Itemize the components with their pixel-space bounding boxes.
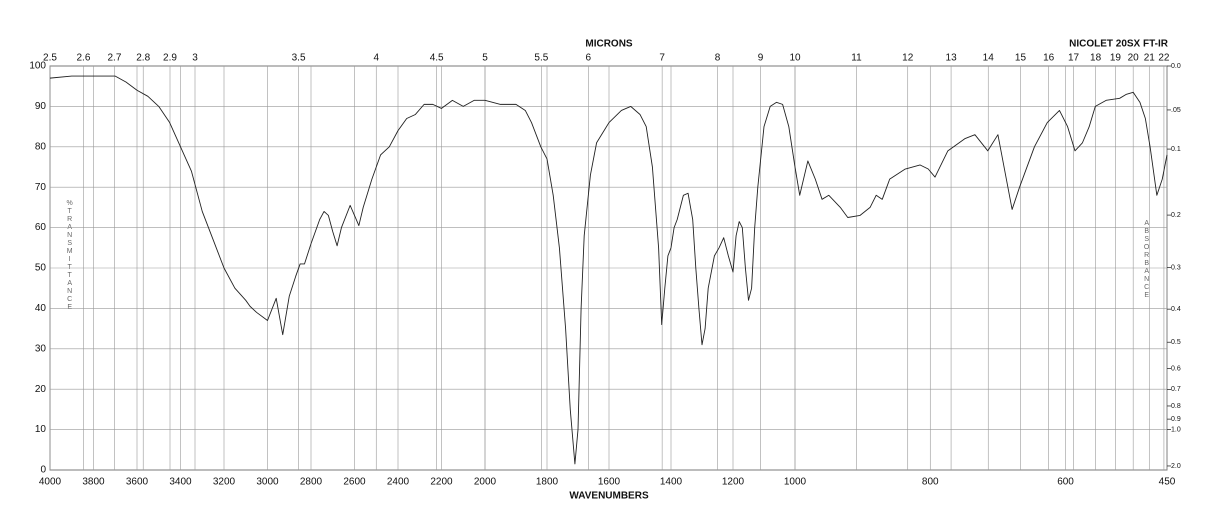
y2-tick-label: 0.5 — [1171, 339, 1181, 346]
x-tick-label: 2400 — [387, 477, 410, 488]
x2-axis-label: MICRONS — [585, 39, 633, 50]
x-tick-label: 800 — [922, 477, 939, 488]
x-tick-label: 450 — [1159, 477, 1176, 488]
y-tick-label: 70 — [35, 182, 47, 193]
x2-tick-label: 7 — [659, 53, 665, 64]
x2-tick-label: 10 — [789, 53, 801, 64]
spectrum-line — [49, 75, 1168, 465]
x2-tick-label: 19 — [1110, 53, 1122, 64]
x2-tick-label: 5 — [482, 53, 488, 64]
y2-tick-label: 2.0 — [1171, 463, 1181, 470]
x-tick-label: 1600 — [598, 477, 621, 488]
y2-axis-label: ABSORBANCE — [1143, 220, 1150, 300]
x-tick-label: 600 — [1057, 477, 1074, 488]
y-tick-label: 30 — [35, 343, 47, 354]
y2-tick-label: 0.3 — [1171, 264, 1181, 271]
y2-tick-label: .05 — [1171, 107, 1181, 114]
x2-tick-label: 13 — [946, 53, 958, 64]
y2-tick-label: 0.0 — [1171, 63, 1181, 70]
x-tick-label: 1800 — [536, 477, 559, 488]
x2-tick-label: 3 — [192, 53, 198, 64]
x-tick-label: 4000 — [39, 477, 62, 488]
x2-tick-label: 2.9 — [163, 53, 177, 64]
y-tick-label: 80 — [35, 141, 47, 152]
y2-tick-label: 0.9 — [1171, 416, 1181, 423]
y-tick-label: 90 — [35, 101, 47, 112]
y-tick-label: 40 — [35, 303, 47, 314]
x2-tick-label: 12 — [902, 53, 914, 64]
x-tick-label: 2800 — [300, 477, 323, 488]
y-tick-label: 20 — [35, 384, 47, 395]
x-tick-label: 3600 — [126, 477, 149, 488]
y-tick-label: 0 — [40, 465, 46, 476]
x2-tick-label: 18 — [1090, 53, 1102, 64]
y-tick-label: 50 — [35, 263, 47, 274]
x2-tick-label: 9 — [758, 53, 764, 64]
x2-tick-label: 21 — [1144, 53, 1156, 64]
y2-tick-label: 0.1 — [1171, 146, 1181, 153]
x-tick-label: 2000 — [474, 477, 497, 488]
chart-title: NICOLET 20SX FT-IR — [1069, 39, 1169, 50]
x-tick-label: 2200 — [430, 477, 453, 488]
x2-tick-label: 3.5 — [292, 53, 306, 64]
x2-tick-label: 4 — [373, 53, 379, 64]
x-tick-label: 3800 — [82, 477, 105, 488]
x2-tick-label: 5.5 — [534, 53, 548, 64]
x-tick-label: 3400 — [169, 477, 192, 488]
x2-tick-label: 20 — [1128, 53, 1140, 64]
x2-tick-label: 2.8 — [136, 53, 150, 64]
x2-tick-label: 2.6 — [77, 53, 91, 64]
y-tick-label: 60 — [35, 222, 47, 233]
x-tick-label: 1400 — [660, 477, 683, 488]
y2-tick-label: 0.8 — [1171, 403, 1181, 410]
x2-tick-label: 15 — [1015, 53, 1027, 64]
x-tick-label: 3000 — [256, 477, 279, 488]
x2-tick-label: 14 — [983, 53, 995, 64]
x-tick-label: 2600 — [343, 477, 366, 488]
x2-tick-label: 4.5 — [430, 53, 444, 64]
x2-tick-label: 2.7 — [107, 53, 121, 64]
x2-tick-label: 11 — [851, 53, 862, 64]
y-tick-label: 10 — [35, 424, 47, 435]
x2-tick-label: 22 — [1158, 53, 1170, 64]
x-tick-label: 3200 — [213, 477, 236, 488]
x2-tick-label: 16 — [1043, 53, 1055, 64]
x2-tick-label: 17 — [1068, 53, 1080, 64]
y-axis-label: %TRANSMITTANCE — [66, 200, 73, 312]
x-tick-label: 1000 — [784, 477, 807, 488]
x2-tick-label: 6 — [586, 53, 592, 64]
x2-tick-label: 2.5 — [43, 53, 57, 64]
y2-tick-label: 0.2 — [1171, 212, 1181, 219]
y-tick-label: 100 — [29, 61, 46, 72]
y2-tick-label: 0.4 — [1171, 306, 1181, 313]
x-axis-label: WAVENUMBERS — [569, 491, 649, 502]
x2-tick-label: 8 — [715, 53, 721, 64]
y2-tick-label: 0.6 — [1171, 365, 1181, 372]
x-tick-label: 1200 — [722, 477, 745, 488]
y2-tick-label: 0.7 — [1171, 386, 1181, 393]
y2-tick-label: 1.0 — [1171, 426, 1181, 433]
